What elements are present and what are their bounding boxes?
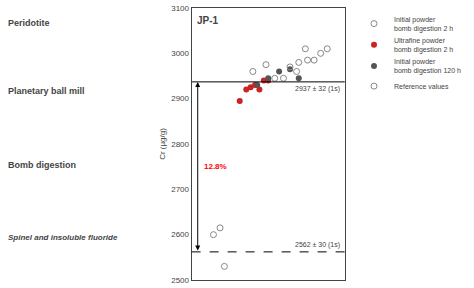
svg-text:2500: 2500 (171, 276, 189, 285)
svg-text:Planetary ball mill: Planetary ball mill (8, 86, 85, 96)
svg-text:2562 ± 30 (1s): 2562 ± 30 (1s) (295, 241, 340, 249)
svg-text:Cr (µg/g): Cr (µg/g) (158, 128, 167, 160)
svg-text:Initial powderbomb digestion 1: Initial powderbomb digestion 120 h (394, 58, 461, 75)
svg-text:Bomb digestion: Bomb digestion (8, 160, 76, 170)
svg-text:Initial powderbomb digestion 2: Initial powderbomb digestion 2 h (394, 16, 453, 33)
svg-text:Peridotite: Peridotite (8, 18, 50, 28)
svg-text:Spinel and insoluble fluoride: Spinel and insoluble fluoride (8, 233, 118, 242)
svg-text:2937 ± 32 (1s): 2937 ± 32 (1s) (295, 85, 340, 93)
svg-text:Ultrafine powderbomb digestion: Ultrafine powderbomb digestion 2 h (394, 37, 453, 54)
svg-text:2800: 2800 (171, 140, 189, 149)
svg-text:JP-1: JP-1 (197, 15, 219, 26)
svg-text:2600: 2600 (171, 230, 189, 239)
svg-text:2700: 2700 (171, 185, 189, 194)
svg-text:3000: 3000 (171, 49, 189, 58)
svg-text:3100: 3100 (171, 4, 189, 13)
svg-text:2900: 2900 (171, 94, 189, 103)
svg-text:12.8%: 12.8% (204, 162, 227, 171)
svg-text:Reference values: Reference values (394, 83, 449, 90)
